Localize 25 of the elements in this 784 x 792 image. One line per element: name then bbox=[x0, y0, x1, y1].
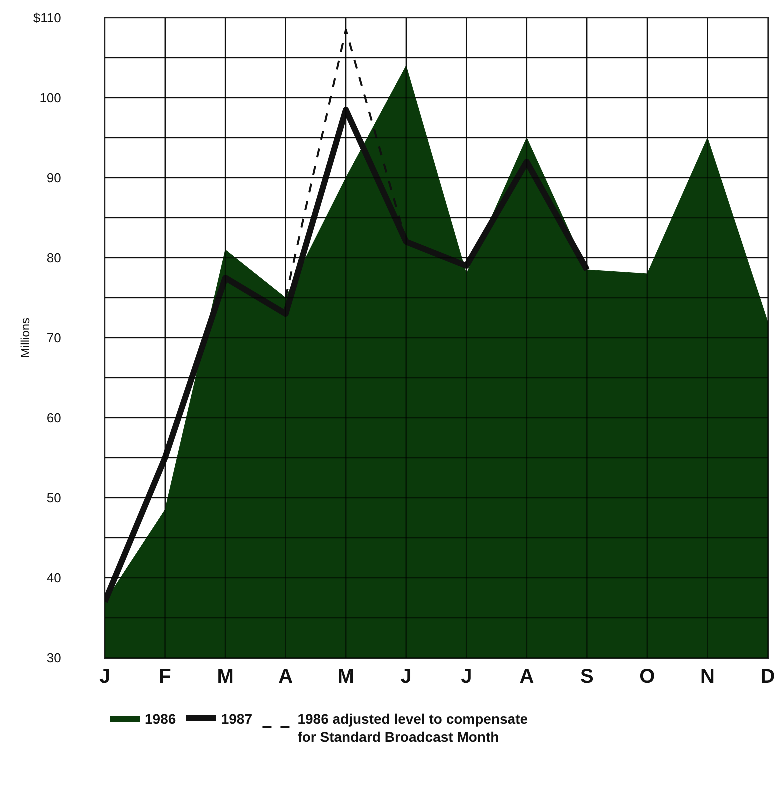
y-tick-label: 60 bbox=[46, 410, 62, 426]
legend-label: 1986 bbox=[145, 710, 176, 727]
x-tick-label: J bbox=[99, 666, 111, 688]
x-tick-label: N bbox=[700, 666, 715, 688]
y-tick-label: 30 bbox=[46, 650, 62, 666]
x-tick-label: M bbox=[338, 666, 354, 688]
x-tick-label: S bbox=[580, 666, 594, 688]
y-tick-label: 40 bbox=[46, 570, 62, 586]
x-tick-label: J bbox=[400, 666, 412, 688]
y-tick-label: 70 bbox=[46, 330, 62, 346]
x-tick-label: A bbox=[520, 666, 534, 688]
y-tick-label: 100 bbox=[40, 90, 62, 106]
y-tick-label: 80 bbox=[46, 250, 62, 266]
legend-label: 1986 adjusted level to compensate for Standard Broadcast Month bbox=[298, 710, 528, 746]
x-tick-label: J bbox=[461, 666, 472, 688]
y-axis-title: Millions bbox=[18, 318, 33, 358]
x-tick-label: A bbox=[278, 666, 294, 688]
y-tick-label: 90 bbox=[46, 170, 62, 186]
y-tick-label: 50 bbox=[46, 490, 62, 506]
x-tick-label: M bbox=[217, 666, 234, 688]
x-tick-label: O bbox=[640, 666, 656, 688]
legend-label: 1987 bbox=[221, 710, 253, 727]
y-tick-label: $110 bbox=[33, 10, 62, 26]
x-tick-label: F bbox=[159, 666, 172, 688]
x-tick-label: D bbox=[760, 666, 776, 688]
